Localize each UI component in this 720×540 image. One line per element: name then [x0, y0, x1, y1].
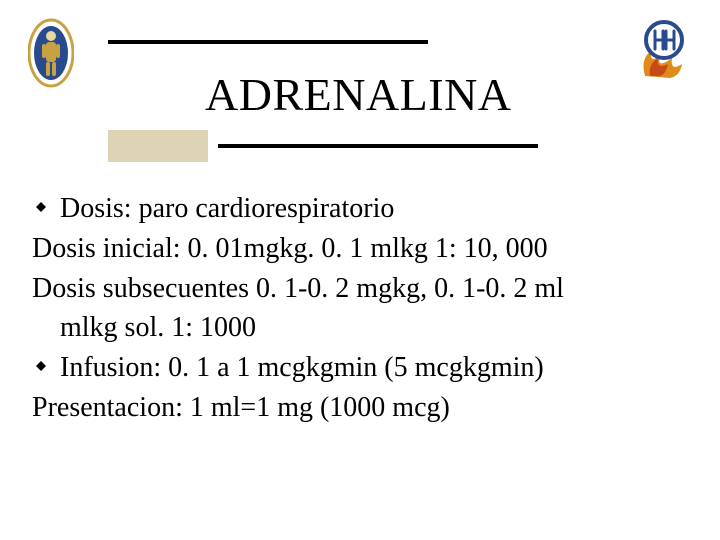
- list-item-text: mlkg sol. 1: 1000: [60, 312, 256, 343]
- diamond-bullet-icon: [36, 361, 46, 371]
- list-item: Dosis: paro cardiorespiratorio: [32, 190, 688, 228]
- hospital-seal-logo: [28, 18, 74, 88]
- list-item: Dosis inicial: 0. 01mgkg. 0. 1 mlkg 1: 1…: [32, 230, 688, 268]
- list-item: mlkg sol. 1: 1000: [32, 309, 688, 347]
- list-item: Infusion: 0. 1 a 1 mcgkgmin (5 mcgkgmin): [32, 349, 688, 387]
- list-item-text: Dosis subsecuentes 0. 1-0. 2 mgkg, 0. 1-…: [32, 273, 564, 304]
- hh-badge-logo: [630, 18, 692, 82]
- top-rule: [108, 40, 428, 44]
- content-body: Dosis: paro cardiorespiratorio Dosis ini…: [32, 190, 688, 429]
- list-item-text: Infusion: 0. 1 a 1 mcgkgmin (5 mcgkgmin): [60, 352, 544, 383]
- list-item-text: Presentacion: 1 ml=1 mg (1000 mcg): [32, 392, 450, 423]
- slide-title: ADRENALINA: [205, 68, 512, 121]
- list-item: Presentacion: 1 ml=1 mg (1000 mcg): [32, 389, 688, 427]
- diamond-bullet-icon: [36, 202, 46, 212]
- accent-block: [108, 130, 208, 162]
- list-item-text: Dosis inicial: 0. 01mgkg. 0. 1 mlkg 1: 1…: [32, 233, 548, 264]
- mid-rule: [218, 144, 538, 148]
- list-item: Dosis subsecuentes 0. 1-0. 2 mgkg, 0. 1-…: [32, 270, 688, 308]
- list-item-text: Dosis: paro cardiorespiratorio: [60, 193, 394, 224]
